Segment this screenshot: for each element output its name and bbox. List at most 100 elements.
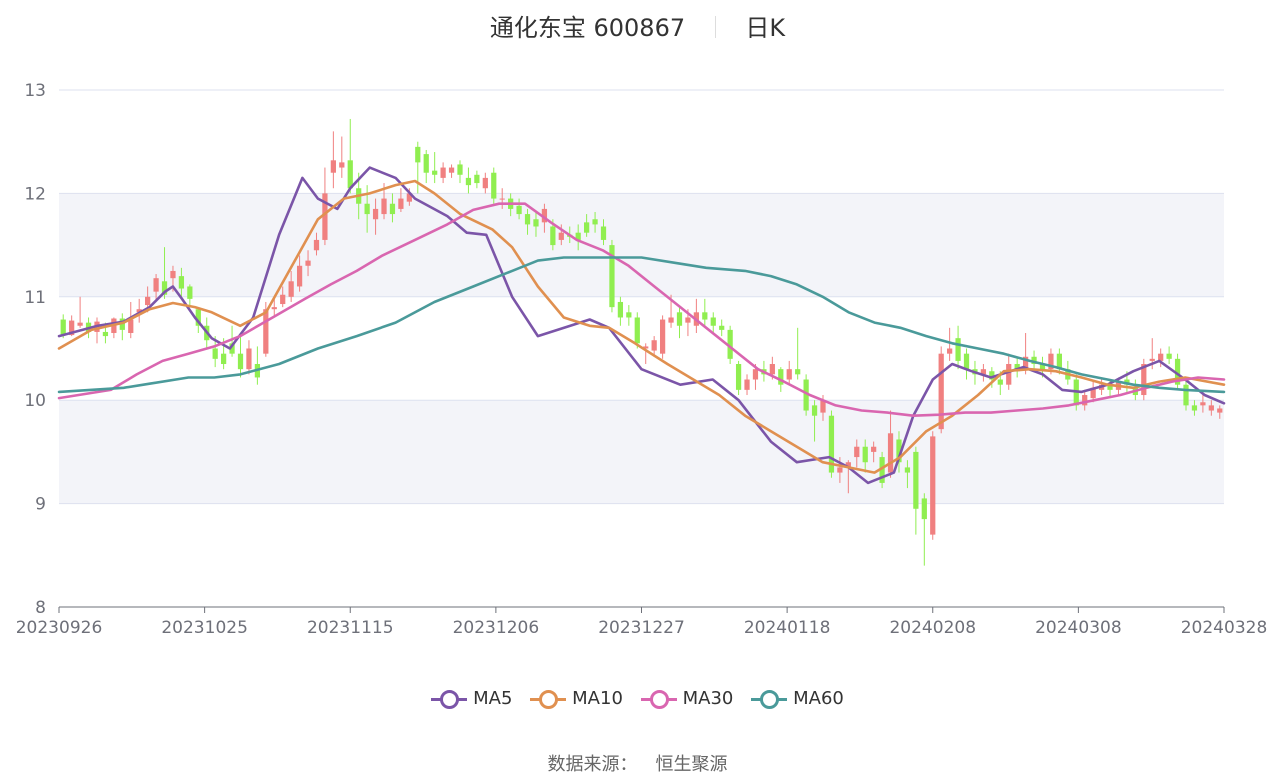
candle-up (668, 317, 674, 323)
y-tick-label: 13 (24, 81, 46, 101)
legend-ma30-icon (640, 689, 677, 709)
x-tick-label: 20240118 (744, 618, 831, 638)
x-tick-label: 20240308 (1035, 618, 1122, 638)
ma-line-ma60 (57, 256, 1226, 394)
candle-up (558, 232, 564, 240)
candle-up (887, 433, 894, 473)
candle-up (651, 340, 657, 351)
candle-down (415, 146, 421, 163)
candle-up (871, 446, 877, 452)
candle-up (482, 177, 488, 189)
candle-up (406, 193, 412, 202)
candle-up (77, 322, 83, 326)
candle-up (440, 167, 446, 178)
ma-line-ma10 (57, 179, 1226, 474)
candle-up (499, 198, 505, 200)
candle-up (980, 369, 987, 375)
candle-up (744, 379, 750, 390)
candle-down (229, 343, 235, 354)
candle-up (381, 198, 387, 215)
candle-down (676, 312, 683, 326)
grid-band (59, 400, 1224, 504)
candle-down (221, 353, 227, 365)
candle-down (727, 329, 733, 359)
candle-up (305, 260, 311, 266)
candle-down (524, 214, 531, 225)
candle-up (322, 193, 328, 240)
candle-down (862, 446, 868, 463)
legend-ma10-label: MA10 (572, 688, 623, 709)
candle-down (516, 205, 522, 215)
y-tick-label: 9 (35, 495, 46, 515)
candle-down (533, 219, 539, 227)
candle-up (1158, 353, 1164, 361)
candle-down (913, 451, 919, 509)
candle-up (153, 278, 159, 292)
candle-up (685, 317, 691, 323)
candle-down (575, 232, 581, 240)
legend-item-ma30[interactable]: MA30 (640, 688, 733, 709)
candle-up (128, 319, 134, 333)
candle-up (372, 208, 379, 220)
candle-up (541, 208, 548, 223)
candle-down (626, 312, 632, 318)
candle-down (457, 164, 463, 175)
candle-up (313, 239, 320, 251)
candle-down (997, 379, 1003, 385)
candle-down (634, 317, 640, 344)
x-tick-label: 20231206 (453, 618, 540, 638)
title-stock: 通化东宝 600867 (489, 14, 686, 42)
candle-down (1014, 364, 1020, 372)
candle-down (102, 331, 109, 337)
candle-up (820, 400, 826, 413)
x-tick-label: 20231227 (598, 618, 685, 638)
candle-down (702, 312, 708, 320)
candle-up (69, 320, 75, 336)
candle-up (398, 198, 404, 209)
candle-down (921, 498, 927, 520)
candle-down (389, 203, 396, 215)
title-divider (714, 16, 716, 38)
candle-up (1090, 387, 1096, 399)
chart-title: 通化东宝 600867 日K (0, 8, 1275, 43)
candle-down (584, 222, 590, 233)
legend-ma60-label: MA60 (793, 688, 844, 709)
candle-up (1048, 353, 1054, 370)
candle-down (1191, 405, 1198, 411)
candle-down (491, 172, 497, 199)
candle-down (609, 245, 615, 308)
candle-down (237, 353, 244, 370)
candle-up (1082, 395, 1088, 406)
candle-down (811, 405, 818, 416)
candle-down (60, 319, 66, 336)
legend-item-ma10[interactable]: MA10 (530, 688, 623, 709)
candle-up (145, 296, 151, 306)
candle-up (1022, 356, 1029, 370)
candle-down (187, 286, 193, 299)
candle-down (1056, 353, 1062, 370)
candle-down (828, 415, 835, 473)
legend-ma5-label: MA5 (473, 688, 513, 709)
candle-up (1208, 405, 1214, 411)
candle-down (423, 154, 429, 173)
candle-up (930, 436, 936, 535)
candle-up (643, 346, 649, 349)
x-tick-label: 20240208 (889, 618, 976, 638)
candle-down (465, 177, 472, 186)
candle-up (448, 167, 455, 173)
candle-down (896, 439, 902, 463)
candle-down (1039, 364, 1046, 372)
source-value: 恒生聚源 (655, 754, 728, 775)
candle-down (212, 348, 218, 359)
candle-down (1174, 358, 1181, 385)
candle-up (837, 467, 843, 473)
candle-up (288, 281, 294, 297)
candle-down (778, 369, 784, 385)
candle-up (938, 353, 944, 430)
candle-down (617, 301, 624, 318)
legend-item-ma5[interactable]: MA5 (431, 688, 512, 709)
candle-down (1107, 384, 1113, 390)
legend-item-ma60[interactable]: MA60 (751, 688, 844, 709)
candle-down (178, 276, 185, 289)
candle-down (364, 203, 370, 215)
